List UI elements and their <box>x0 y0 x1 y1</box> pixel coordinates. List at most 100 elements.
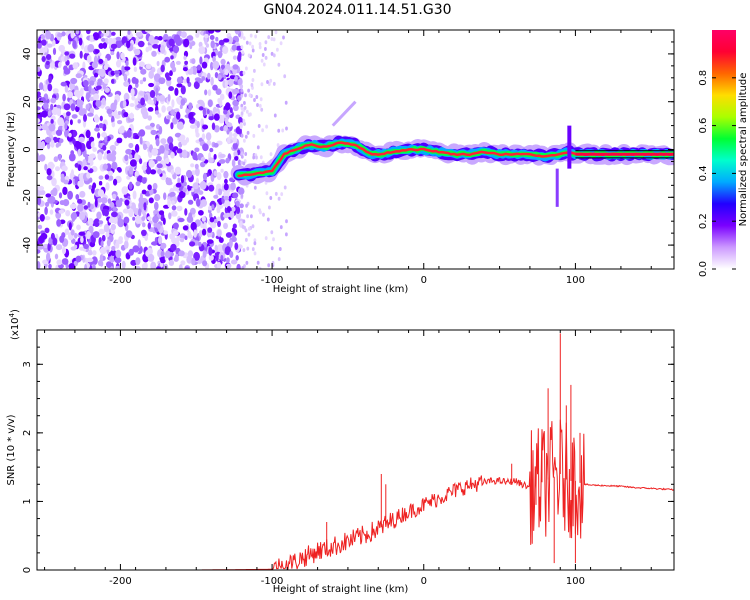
noise-dot <box>117 120 123 125</box>
noise-dot <box>47 83 53 92</box>
noise-dot <box>243 101 246 105</box>
noise-dot <box>225 232 233 238</box>
noise-dot <box>64 228 70 235</box>
noise-dot <box>128 154 133 160</box>
noise-dot <box>201 228 207 236</box>
noise-dot <box>53 156 59 163</box>
noise-dot <box>46 168 52 176</box>
noise-dot <box>237 149 241 156</box>
noise-dot <box>170 55 174 60</box>
noise-dot <box>50 139 55 148</box>
noise-dot <box>102 84 107 90</box>
noise-dot <box>210 61 214 71</box>
noise-dot <box>116 51 120 60</box>
noise-dot <box>139 192 143 202</box>
noise-dot <box>251 44 255 49</box>
noise-dot <box>180 260 186 266</box>
noise-dot <box>256 103 259 107</box>
x-tick-label: 100 <box>566 576 585 587</box>
noise-dot <box>61 232 66 239</box>
noise-dot <box>61 31 66 37</box>
noise-dot <box>69 203 77 209</box>
noise-dot <box>269 152 273 157</box>
noise-dot <box>70 169 74 177</box>
noise-dot <box>242 248 246 253</box>
noise-dot <box>170 243 177 251</box>
noise-dot <box>193 229 197 238</box>
noise-dot <box>123 66 131 71</box>
y-tick-label: -20 <box>22 189 33 205</box>
colorbar-tick-label: 0.6 <box>698 118 709 134</box>
noise-dot <box>270 230 274 235</box>
noise-dot <box>179 233 186 240</box>
noise-dot <box>218 159 226 164</box>
noise-dot <box>123 132 128 139</box>
noise-dot <box>208 184 215 192</box>
noise-dot <box>197 64 201 71</box>
noise-dot <box>61 165 68 172</box>
noise-dot <box>50 103 54 111</box>
noise-dot <box>237 95 242 102</box>
noise-dot <box>173 222 179 230</box>
noise-dot <box>173 34 181 44</box>
noise-dot <box>127 30 131 35</box>
noise-dot <box>272 37 276 42</box>
noise-dot <box>272 237 275 242</box>
noise-dot <box>229 251 234 258</box>
noise-dot <box>110 223 116 231</box>
noise-dot <box>134 152 139 161</box>
noise-dot <box>123 111 129 118</box>
noise-dot <box>70 30 75 39</box>
noise-dot <box>89 241 96 248</box>
noise-dot <box>139 158 143 165</box>
noise-dot <box>91 256 98 266</box>
noise-dot <box>177 177 181 184</box>
noise-dot <box>212 55 216 63</box>
noise-dot <box>217 97 222 104</box>
noise-dot <box>157 36 163 41</box>
x-tick-label: 100 <box>566 275 585 286</box>
noise-dot <box>163 192 167 200</box>
noise-dot <box>49 209 54 215</box>
noise-dot <box>139 136 143 145</box>
noise-dot <box>218 114 225 124</box>
noise-dot <box>224 79 228 88</box>
noise-dot <box>37 261 41 269</box>
noise-dot <box>123 92 130 102</box>
noise-dot <box>193 81 200 90</box>
noise-dot <box>43 83 48 92</box>
noise-dot <box>246 214 250 219</box>
noise-dot <box>140 97 146 106</box>
noise-dot <box>50 118 54 125</box>
noise-dot <box>240 45 244 50</box>
noise-dot <box>118 126 125 134</box>
noise-dot <box>148 197 154 204</box>
noise-dot <box>97 189 105 197</box>
noise-dot <box>138 208 142 217</box>
noise-dot <box>93 72 99 78</box>
noise-dot <box>92 32 100 41</box>
noise-dot <box>215 254 219 262</box>
noise-dot <box>93 218 100 228</box>
noise-dot <box>253 185 257 190</box>
noise-dot <box>250 214 253 219</box>
noise-dot <box>211 204 215 210</box>
noise-dot <box>128 248 134 256</box>
noise-dot <box>79 190 86 198</box>
noise-dot <box>38 82 44 90</box>
noise-dot <box>71 114 78 119</box>
noise-dot <box>226 263 232 269</box>
noise-dot <box>188 102 193 111</box>
noise-dot <box>111 31 116 36</box>
noise-dot <box>160 44 166 54</box>
noise-dot <box>78 99 84 107</box>
noise-dot <box>158 235 163 245</box>
noise-dot <box>133 66 138 73</box>
noise-dot <box>186 76 190 84</box>
noise-dot <box>223 183 229 191</box>
noise-dot <box>171 99 175 108</box>
noise-dot <box>125 60 129 67</box>
noise-dot <box>246 130 250 135</box>
noise-dot <box>274 191 278 196</box>
noise-dot <box>69 82 74 90</box>
